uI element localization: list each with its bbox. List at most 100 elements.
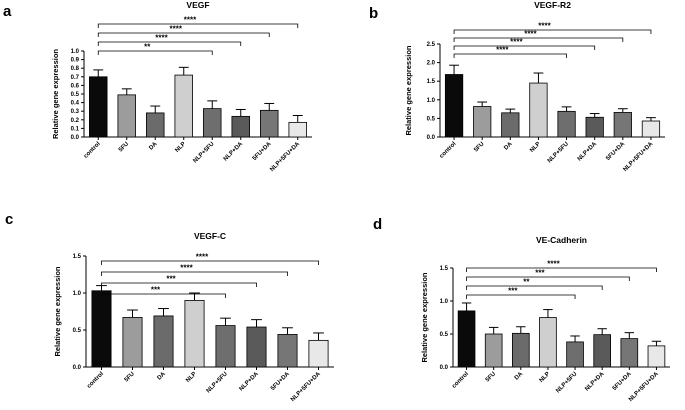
bar-5FU+DA	[613, 112, 632, 138]
bar-control	[89, 76, 108, 138]
x-tick-label: NLP+5FU	[192, 141, 215, 164]
y-tick-label: 1.0	[427, 98, 436, 104]
chart-title: VEGF-C	[194, 231, 226, 241]
bar-NLP+5FU+DA	[647, 345, 666, 368]
bar-NLP+5FU	[215, 325, 236, 368]
significance-bracket	[97, 23, 299, 28]
significance-stars: ****	[170, 25, 183, 34]
x-tick-label: NLP+5FU+DA	[290, 371, 322, 403]
chart-title: VE-Cadherin	[536, 235, 587, 245]
x-tick-label: NLP+5FU	[555, 371, 578, 394]
bar-DA	[501, 112, 520, 138]
bar-5FU	[122, 317, 143, 368]
y-tick-label: 0.5	[440, 332, 449, 338]
bar-NLP+5FU+DA	[641, 120, 661, 138]
significance-stars: ****	[496, 46, 509, 55]
y-tick-label: 0.0	[73, 365, 82, 371]
x-tick-label: 5FU+DA	[605, 141, 626, 162]
y-tick-label: 1.0	[71, 49, 80, 55]
bar-NLP+DA	[593, 334, 611, 368]
y-axis-label: Relative gene expression	[53, 266, 62, 356]
x-tick-label: NLP	[529, 141, 542, 154]
y-tick-label: 1.5	[427, 79, 436, 85]
significance-stars: ****	[524, 30, 537, 39]
bar-control	[91, 290, 112, 368]
x-tick-label: NLP+DA	[223, 141, 245, 163]
significance-bracket	[453, 29, 652, 34]
x-tick-label: NLP+5FU+DA	[628, 371, 660, 403]
x-tick-label: 5FU	[485, 371, 497, 383]
y-axis-label: Relative gene expression	[420, 272, 429, 362]
significance-stars: ***	[508, 287, 518, 296]
bar-NLP+5FU+DA	[288, 121, 307, 138]
x-tick-label: 5FU	[118, 141, 130, 153]
panel-letter: c	[5, 211, 13, 228]
significance-stars: ***	[166, 275, 176, 284]
significance-bracket	[466, 294, 576, 299]
y-tick-label: 0.8	[71, 66, 80, 72]
y-tick-label: 1.5	[440, 266, 449, 272]
x-tick-label: 5FU+DA	[612, 371, 633, 392]
x-tick-label: 5FU	[124, 371, 136, 383]
bar-NLP+DA	[246, 326, 267, 368]
significance-bracket	[97, 50, 213, 55]
x-tick-label: NLP+DA	[577, 141, 599, 163]
panel-letter: b	[369, 5, 378, 22]
y-tick-label: 0.0	[71, 135, 80, 141]
bar-control	[457, 310, 476, 368]
significance-stars: ****	[196, 253, 209, 262]
x-tick-label: control	[86, 371, 105, 390]
significance-stars: ****	[184, 16, 197, 25]
y-axis-label: Relative gene expression	[404, 45, 413, 135]
bar-NLP+5FU	[203, 108, 222, 138]
y-tick-label: 0.6	[71, 83, 80, 89]
y-tick-label: 0.7	[71, 75, 80, 81]
bar-NLP+5FU	[557, 110, 576, 138]
significance-stars: ****	[155, 34, 168, 43]
significance-bracket	[466, 267, 657, 272]
chart-title: VEGF-R2	[534, 0, 571, 10]
y-tick-label: 2.0	[427, 61, 436, 67]
significance-stars: ***	[151, 286, 161, 295]
bar-DA	[146, 112, 165, 138]
y-tick-label: 0.5	[71, 92, 80, 98]
significance-bracket	[101, 260, 319, 265]
significance-bracket	[101, 293, 226, 298]
significance-bracket	[466, 276, 630, 281]
y-tick-label: 2.5	[427, 42, 436, 48]
significance-bracket	[453, 45, 596, 50]
significance-stars: **	[523, 278, 530, 287]
panel-a: a VEGF Relative gene expression 0.0 0.1 0.2 0.…	[3, 0, 312, 173]
bar-NLP+5FU	[566, 341, 584, 368]
x-tick-label: 5FU	[473, 141, 485, 153]
y-tick-label: 0.0	[427, 135, 436, 141]
bar-control	[444, 74, 464, 138]
x-tick-label: 5FU+DA	[252, 141, 273, 162]
y-tick-label: 0.5	[427, 116, 436, 122]
x-tick-label: NLP+5FU+DA	[623, 141, 655, 173]
y-tick-label: 0.0	[440, 365, 449, 371]
y-tick-label: 0.3	[71, 109, 80, 115]
panel-d: d VE-Cadherin Relative gene expression 0.0 0…	[373, 216, 670, 403]
bar-5FU+DA	[260, 109, 279, 138]
bar-5FU	[484, 333, 503, 368]
significance-bracket	[466, 285, 603, 290]
bar-DA	[153, 315, 174, 368]
panel-letter: d	[373, 216, 382, 233]
bar-5FU	[117, 94, 136, 138]
x-tick-label: control	[83, 141, 102, 160]
x-tick-label: NLP+5FU	[206, 371, 229, 394]
x-tick-label: 5FU+DA	[270, 371, 291, 392]
panel-b: b VEGF-R2 Relative gene expression 0.0 0.5 1.…	[369, 0, 665, 173]
x-tick-label: DA	[157, 371, 168, 382]
significance-stars: ****	[510, 38, 523, 47]
bar-NLP	[529, 82, 548, 138]
y-tick-label: 1.0	[73, 291, 82, 297]
bar-NLP	[184, 299, 205, 368]
x-tick-label: NLP+5FU	[547, 141, 570, 164]
panel-c: c VEGF-C Relative gene expression 0.0 0.5 1.0…	[5, 211, 334, 403]
panel-letter: a	[3, 3, 12, 20]
x-tick-label: NLP	[174, 141, 187, 154]
significance-bracket	[453, 37, 624, 42]
